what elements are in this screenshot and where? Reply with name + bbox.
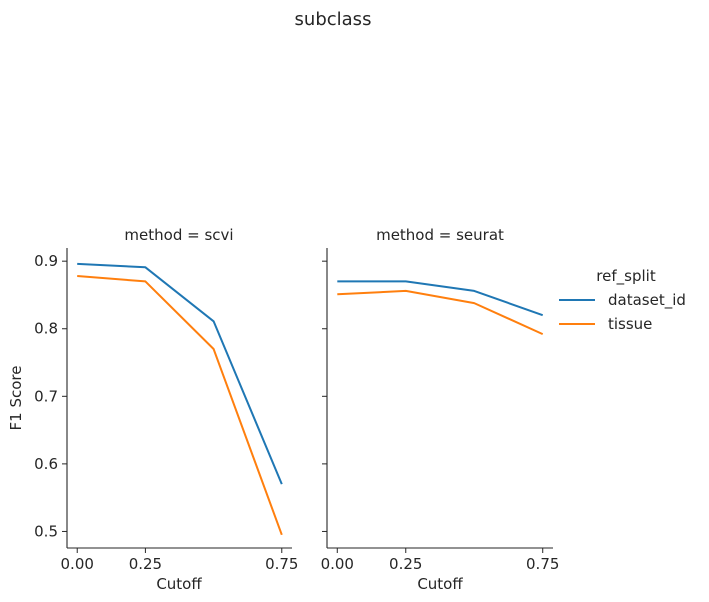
y-tick-label-scvi: 0.7 — [34, 387, 58, 405]
y-tick-label-scvi: 0.5 — [34, 522, 58, 540]
x-tick-label-seurat: 0.75 — [526, 555, 559, 573]
panel-title-scvi: method = scvi — [124, 226, 233, 244]
legend-label-dataset-id: dataset_id — [608, 291, 686, 310]
y-tick-label-scvi: 0.9 — [34, 252, 58, 270]
y-axis-label: F1 Score — [7, 366, 25, 431]
x-tick-label-scvi: 0.75 — [265, 555, 298, 573]
y-tick-label-scvi: 0.8 — [34, 320, 58, 338]
x-axis-label-scvi: Cutoff — [156, 575, 202, 593]
y-tick-label-scvi: 0.6 — [34, 455, 58, 473]
x-tick-label-seurat: 0.25 — [389, 555, 422, 573]
panel-title-seurat: method = seurat — [376, 226, 504, 244]
x-tick-label-seurat: 0.00 — [321, 555, 354, 573]
x-tick-label-scvi: 0.25 — [129, 555, 162, 573]
panel-seurat: method = seurat Cutoff — [376, 226, 504, 593]
series-line-tissue-scvi — [77, 275, 283, 536]
legend-title: ref_split — [596, 267, 656, 286]
x-axis-label-seurat: Cutoff — [417, 575, 463, 593]
panel-scvi: method = scvi F1 Score Cutoff — [7, 226, 234, 593]
legend: ref_split dataset_id tissue — [559, 267, 686, 333]
series-line-tissue-seurat — [337, 289, 544, 336]
x-tick-label-scvi: 0.00 — [61, 555, 94, 573]
series-line-dataset-id-seurat — [337, 280, 544, 317]
legend-label-tissue: tissue — [608, 315, 652, 333]
figure-title: subclass — [295, 9, 372, 30]
series-line-dataset-id-scvi — [77, 262, 283, 485]
